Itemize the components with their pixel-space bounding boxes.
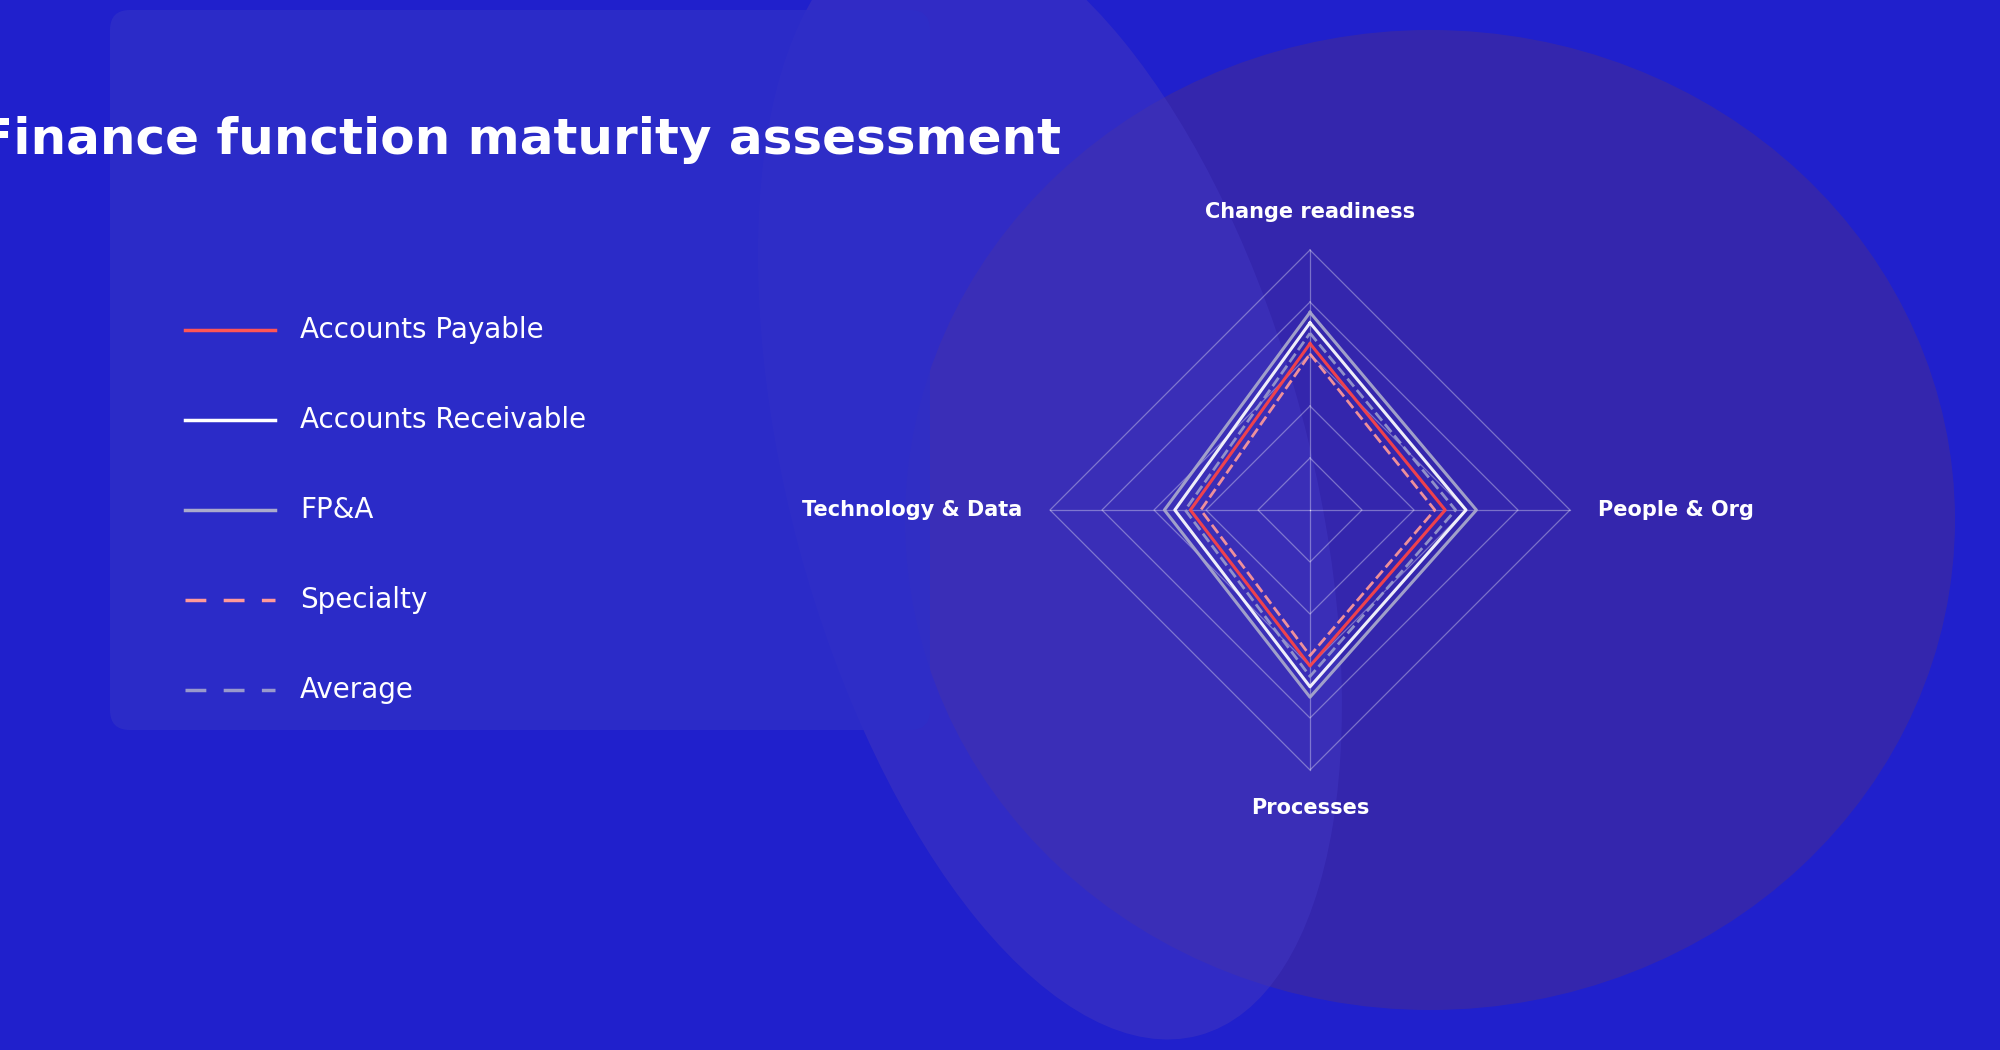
Text: Average: Average	[300, 676, 414, 704]
Text: Finance function maturity assessment: Finance function maturity assessment	[0, 116, 1060, 164]
Ellipse shape	[758, 0, 1342, 1040]
Text: FP&A: FP&A	[300, 496, 374, 524]
Text: Accounts Receivable: Accounts Receivable	[300, 406, 586, 434]
Text: Processes: Processes	[1250, 798, 1370, 818]
Text: People & Org: People & Org	[1598, 500, 1754, 520]
Text: Technology & Data: Technology & Data	[802, 500, 1022, 520]
FancyBboxPatch shape	[110, 10, 930, 730]
Text: Change readiness: Change readiness	[1204, 202, 1416, 222]
Text: Accounts Payable: Accounts Payable	[300, 316, 544, 344]
Ellipse shape	[904, 30, 1956, 1010]
Text: Specialty: Specialty	[300, 586, 428, 614]
